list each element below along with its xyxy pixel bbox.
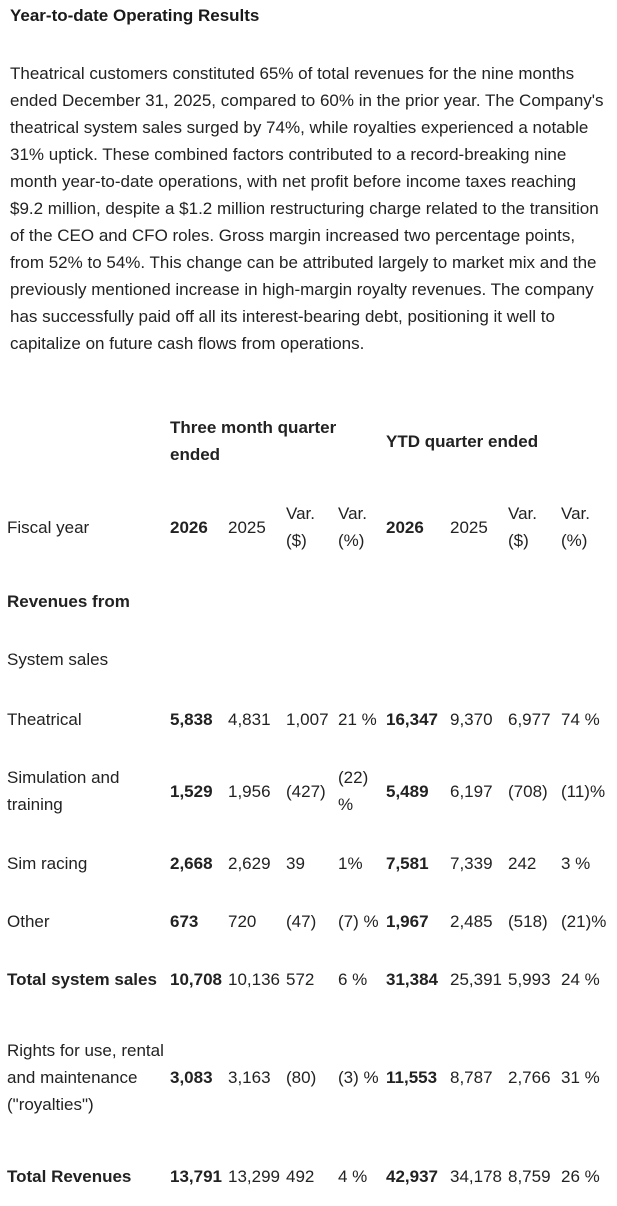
cell-q-var-percent: (7) % bbox=[338, 911, 379, 931]
cell-y-var-percent: (21)% bbox=[561, 911, 607, 931]
header-y-var-dollar: Var. ($) bbox=[508, 504, 537, 550]
header-y-2025: 2025 bbox=[450, 517, 488, 537]
table-row-total-system-sales: Total system sales 10,708 10,136 572 6 %… bbox=[4, 950, 609, 1008]
cell-q-2026: 2,668 bbox=[170, 853, 213, 873]
cell-y-2026: 42,937 bbox=[386, 1166, 438, 1186]
cell-q-2025: 10,136 bbox=[228, 969, 280, 989]
cell-y-var-percent: 3 % bbox=[561, 853, 591, 873]
table-row: Simulation and training 1,529 1,956 (427… bbox=[4, 748, 609, 834]
row-label: Other bbox=[7, 911, 50, 931]
cell-q-var-percent: (22) % bbox=[338, 768, 369, 814]
group-header-three-month: Three month quarter ended bbox=[170, 418, 337, 464]
cell-q-2026: 3,083 bbox=[170, 1067, 213, 1087]
cell-y-2025: 25,391 bbox=[450, 969, 502, 989]
cell-y-2026: 1,967 bbox=[386, 911, 429, 931]
cell-q-2025: 3,163 bbox=[228, 1067, 271, 1087]
cell-y-var-percent: (11)% bbox=[561, 781, 606, 801]
table-row: Rights for use, rental and maintenance (… bbox=[4, 1008, 609, 1146]
header-q-2026: 2026 bbox=[170, 517, 208, 537]
cell-q-var-percent: 6 % bbox=[338, 969, 368, 989]
header-y-2026: 2026 bbox=[386, 517, 424, 537]
cell-y-2026: 7,581 bbox=[386, 853, 429, 873]
cell-q-2026: 1,529 bbox=[170, 781, 213, 801]
row-label: Sim racing bbox=[7, 853, 88, 873]
cell-q-2026: 13,791 bbox=[170, 1166, 222, 1186]
fiscal-year-label: Fiscal year bbox=[7, 517, 90, 537]
table-row-total-revenues: Total Revenues 13,791 13,299 492 4 % 42,… bbox=[4, 1146, 609, 1206]
cell-q-2026: 10,708 bbox=[170, 969, 222, 989]
cell-q-var-dollar: 492 bbox=[286, 1166, 315, 1186]
table-row: Sim racing 2,668 2,629 39 1% 7,581 7,339… bbox=[4, 834, 609, 892]
cell-y-var-dollar: 8,759 bbox=[508, 1166, 551, 1186]
row-label: Total Revenues bbox=[7, 1166, 132, 1186]
system-sales-heading: System sales bbox=[7, 649, 109, 669]
cell-q-var-percent: 21 % bbox=[338, 709, 377, 729]
cell-q-2025: 1,956 bbox=[228, 781, 271, 801]
header-y-var-percent: Var. (%) bbox=[561, 504, 590, 550]
cell-y-var-dollar: 5,993 bbox=[508, 969, 551, 989]
row-label: Rights for use, rental and maintenance (… bbox=[7, 1040, 164, 1114]
row-label: Theatrical bbox=[7, 709, 82, 729]
revenues-from-row: Revenues from bbox=[4, 574, 609, 628]
cell-q-var-dollar: (427) bbox=[286, 781, 326, 801]
cell-y-2026: 5,489 bbox=[386, 781, 429, 801]
table-row: Theatrical 5,838 4,831 1,007 21 % 16,347… bbox=[4, 690, 609, 748]
header-q-var-dollar: Var. ($) bbox=[286, 504, 315, 550]
empty-cell bbox=[4, 402, 167, 480]
cell-y-var-dollar: 2,766 bbox=[508, 1067, 551, 1087]
cell-y-2026: 11,553 bbox=[386, 1067, 438, 1087]
cell-q-var-dollar: 39 bbox=[286, 853, 305, 873]
cell-y-2026: 16,347 bbox=[386, 709, 438, 729]
cell-y-2025: 8,787 bbox=[450, 1067, 493, 1087]
cell-q-var-dollar: (80) bbox=[286, 1067, 317, 1087]
fiscal-year-row: Fiscal year 2026 2025 Var. ($) Var. (%) … bbox=[4, 480, 609, 574]
cell-y-var-percent: 26 % bbox=[561, 1166, 600, 1186]
cell-q-2026: 5,838 bbox=[170, 709, 213, 729]
cell-q-2025: 4,831 bbox=[228, 709, 271, 729]
cell-y-var-dollar: (518) bbox=[508, 911, 548, 931]
cell-y-var-dollar: 242 bbox=[508, 853, 537, 873]
header-q-var-percent: Var. (%) bbox=[338, 504, 367, 550]
section-title: Year-to-date Operating Results bbox=[10, 6, 260, 25]
cell-y-var-dollar: (708) bbox=[508, 781, 548, 801]
cell-y-var-percent: 24 % bbox=[561, 969, 600, 989]
cell-q-var-dollar: 1,007 bbox=[286, 709, 329, 729]
cell-q-2025: 13,299 bbox=[228, 1166, 280, 1186]
cell-y-var-percent: 31 % bbox=[561, 1067, 600, 1087]
header-q-2025: 2025 bbox=[228, 517, 266, 537]
group-header-row: Three month quarter ended YTD quarter en… bbox=[4, 402, 609, 480]
cell-y-2025: 2,485 bbox=[450, 911, 493, 931]
section-paragraph: Theatrical customers constituted 65% of … bbox=[10, 64, 604, 353]
cell-y-2025: 9,370 bbox=[450, 709, 493, 729]
table-row: Other 673 720 (47) (7) % 1,967 2,485 (51… bbox=[4, 892, 609, 950]
cell-y-var-percent: 74 % bbox=[561, 709, 600, 729]
cell-y-2025: 7,339 bbox=[450, 853, 493, 873]
revenues-from-heading: Revenues from bbox=[7, 591, 130, 611]
cell-q-2026: 673 bbox=[170, 911, 199, 931]
cell-y-2025: 6,197 bbox=[450, 781, 493, 801]
row-label: Total system sales bbox=[7, 969, 157, 989]
cell-q-var-dollar: (47) bbox=[286, 911, 317, 931]
group-header-ytd: YTD quarter ended bbox=[386, 431, 539, 451]
operating-results-table: Three month quarter ended YTD quarter en… bbox=[4, 402, 609, 1206]
cell-y-var-dollar: 6,977 bbox=[508, 709, 551, 729]
cell-y-2026: 31,384 bbox=[386, 969, 438, 989]
cell-q-2025: 2,629 bbox=[228, 853, 271, 873]
cell-q-2025: 720 bbox=[228, 911, 257, 931]
row-label: Simulation and training bbox=[7, 768, 120, 814]
system-sales-row: System sales bbox=[4, 628, 609, 690]
cell-q-var-dollar: 572 bbox=[286, 969, 315, 989]
cell-y-2025: 34,178 bbox=[450, 1166, 502, 1186]
cell-q-var-percent: 1% bbox=[338, 853, 363, 873]
cell-q-var-percent: 4 % bbox=[338, 1166, 368, 1186]
cell-q-var-percent: (3) % bbox=[338, 1067, 379, 1087]
